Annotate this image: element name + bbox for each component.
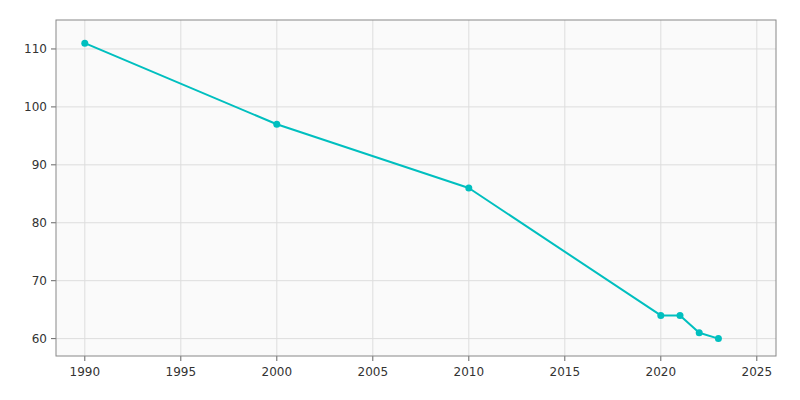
- x-tick-label: 2005: [358, 365, 389, 379]
- y-grid-line: [56, 222, 776, 223]
- chart-container: 1990 1995 2000 2005 2010 2015 2020 2025 60 70 80 90…: [0, 0, 800, 400]
- y-grid-line: [56, 338, 776, 339]
- point: [715, 335, 722, 342]
- x-tick: [564, 356, 565, 361]
- y-grid-line: [56, 106, 776, 107]
- point: [677, 312, 684, 319]
- x-tick-label: 2015: [550, 365, 581, 379]
- x-grid-line: [660, 20, 661, 356]
- y-tick: [51, 222, 56, 223]
- y-tick-label: 70: [32, 274, 47, 288]
- point: [81, 40, 88, 47]
- x-grid-line: [564, 20, 565, 356]
- x-tick: [660, 356, 661, 361]
- point: [465, 185, 472, 192]
- x-tick-label: 2020: [646, 365, 677, 379]
- point: [696, 329, 703, 336]
- point: [273, 121, 280, 128]
- data-group: [81, 40, 722, 342]
- x-grid-line: [180, 20, 181, 356]
- chart-svg: 1990 1995 2000 2005 2010 2015 2020 2025 60 70 80 90…: [0, 0, 800, 400]
- y-tick: [51, 280, 56, 281]
- point: [657, 312, 664, 319]
- line: [85, 43, 719, 338]
- y-grid-line: [56, 164, 776, 165]
- y-tick: [51, 338, 56, 339]
- plot-frame: [56, 20, 776, 356]
- x-tick: [468, 356, 469, 361]
- y-grid-line: [56, 48, 776, 49]
- x-grid-line: [84, 20, 85, 356]
- x-tick-label: 2010: [454, 365, 485, 379]
- y-tick: [51, 164, 56, 165]
- axes: 1990 1995 2000 2005 2010 2015 2020 2025 60 70 80 90…: [24, 20, 776, 379]
- x-tick: [84, 356, 85, 361]
- grid: [56, 20, 776, 356]
- x-grid-line: [276, 20, 277, 356]
- y-tick: [51, 106, 56, 107]
- y-tick-label: 80: [32, 216, 47, 230]
- plot-background: [56, 20, 776, 356]
- x-tick-label: 1995: [166, 365, 197, 379]
- x-tick-label: 2000: [262, 365, 293, 379]
- y-tick-label: 110: [24, 42, 47, 56]
- x-tick-label: 1990: [70, 365, 101, 379]
- x-tick: [276, 356, 277, 361]
- x-grid-line: [756, 20, 757, 356]
- y-tick-label: 60: [32, 332, 47, 346]
- x-grid-line: [372, 20, 373, 356]
- x-tick-label: 2025: [742, 365, 773, 379]
- y-tick: [51, 48, 56, 49]
- x-tick: [372, 356, 373, 361]
- x-tick: [756, 356, 757, 361]
- y-tick-label: 90: [32, 158, 47, 172]
- x-tick: [180, 356, 181, 361]
- y-grid-line: [56, 280, 776, 281]
- y-tick-label: 100: [24, 100, 47, 114]
